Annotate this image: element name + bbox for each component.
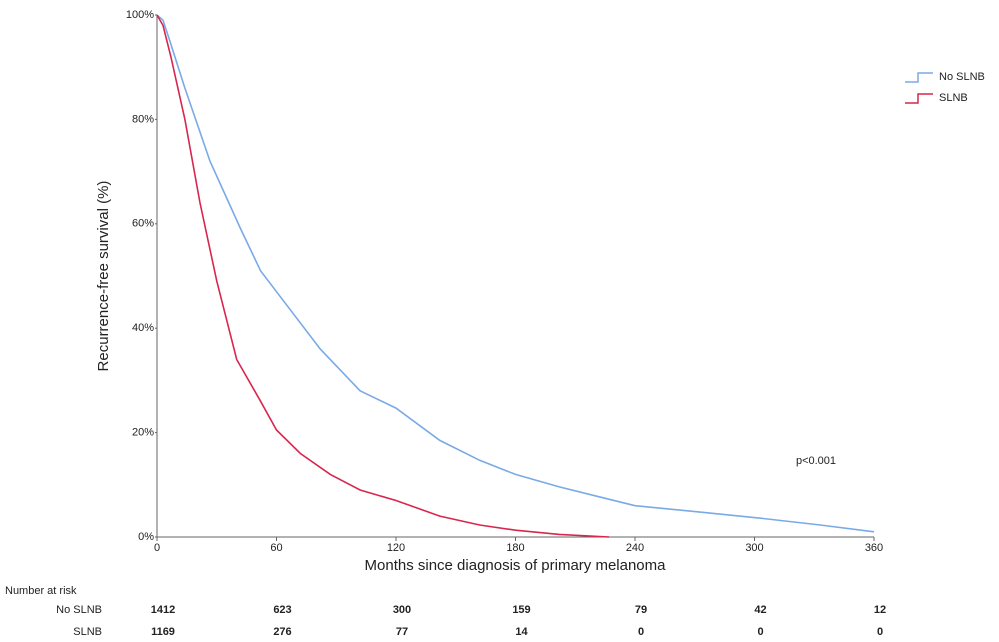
y-tick-label: 60% [132, 218, 154, 230]
annotation: p<0.001 [796, 455, 836, 467]
x-axis-label: Months since diagnosis of primary melano… [365, 557, 667, 574]
x-tick-label: 300 [745, 542, 763, 554]
risk-count: 12 [874, 604, 886, 616]
risk-count: 276 [273, 626, 291, 638]
legend-label: SLNB [939, 92, 968, 104]
legend-swatch [905, 93, 933, 104]
y-tick-label: 40% [132, 322, 154, 334]
legend-label: No SLNB [939, 71, 985, 83]
y-tick-label: 20% [132, 427, 154, 439]
risk-count: 0 [757, 626, 763, 638]
x-tick-label: 180 [506, 542, 524, 554]
risk-count: 42 [754, 604, 766, 616]
legend-swatch [905, 72, 933, 83]
y-tick-label: 0% [138, 531, 154, 543]
risk-count: 14 [515, 626, 528, 638]
x-tick-label: 60 [270, 542, 282, 554]
risk-count: 0 [877, 626, 883, 638]
risk-count: 300 [393, 604, 411, 616]
risk-count: 1412 [151, 604, 175, 616]
x-tick-label: 120 [387, 542, 405, 554]
risk-row-label: No SLNB [56, 604, 102, 616]
risk-count: 623 [273, 604, 291, 616]
survival-curve [156, 14, 875, 533]
risk-count: 79 [635, 604, 647, 616]
y-tick-label: 80% [132, 113, 154, 125]
x-tick-label: 240 [626, 542, 644, 554]
risk-row-label: SLNB [73, 626, 102, 638]
y-tick-label: 100% [126, 9, 154, 21]
risk-count: 0 [638, 626, 644, 638]
risk-table-title: Number at risk [5, 585, 77, 597]
x-tick-label: 360 [865, 542, 883, 554]
risk-count: 77 [396, 626, 408, 638]
x-tick-label: 0 [154, 542, 160, 554]
risk-count: 159 [512, 604, 530, 616]
y-axis-label: Recurrence-free survival (%) [95, 181, 112, 372]
risk-count: 1169 [151, 626, 175, 638]
survival-curve [156, 14, 610, 538]
